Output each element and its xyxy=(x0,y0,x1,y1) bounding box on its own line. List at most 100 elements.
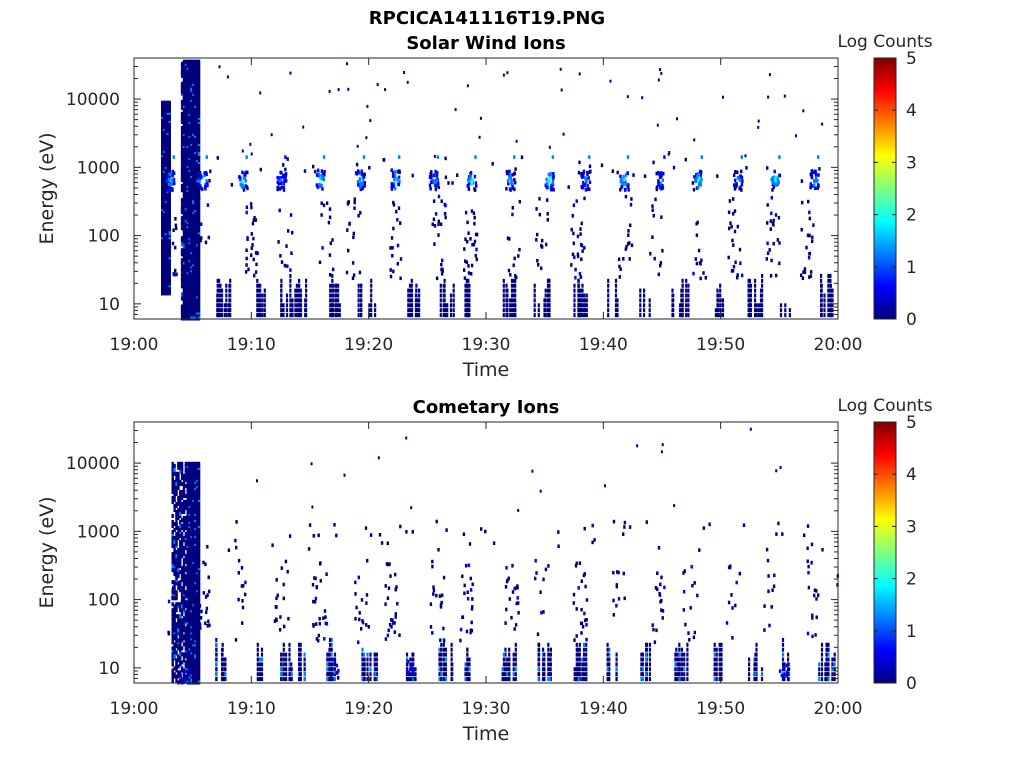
heatmap-cell xyxy=(510,313,514,318)
heatmap-cell xyxy=(418,293,421,298)
heatmap-cell xyxy=(807,199,810,204)
heatmap-cell xyxy=(322,616,325,620)
heatmap-cell xyxy=(173,544,176,549)
heatmap-cell xyxy=(363,172,366,177)
heatmap-cell xyxy=(515,275,518,280)
heatmap-cell xyxy=(395,585,398,589)
heatmap-cell xyxy=(328,89,331,93)
heatmap-cell xyxy=(362,667,365,672)
heatmap-cell xyxy=(192,117,195,122)
heatmap-cell xyxy=(547,662,550,667)
heatmap-cell xyxy=(454,108,457,112)
heatmap-cell xyxy=(582,647,586,652)
heatmap-cell xyxy=(807,255,811,260)
heatmap-cell xyxy=(508,647,511,652)
heatmap-cell xyxy=(348,221,351,226)
heatmap-cell xyxy=(510,308,514,313)
heatmap-cell xyxy=(685,293,688,298)
heatmap-cell xyxy=(615,657,618,662)
heatmap-cell xyxy=(175,626,178,631)
heatmap-cell xyxy=(474,181,478,185)
heatmap-cell xyxy=(184,188,188,193)
heatmap-cell xyxy=(512,662,515,667)
heatmap-cell xyxy=(643,313,646,318)
heatmap-cell xyxy=(729,564,732,569)
heatmap-cell xyxy=(510,298,514,303)
heatmap-cell xyxy=(374,308,377,313)
heatmap-cell xyxy=(276,593,279,598)
heatmap-cell xyxy=(299,298,302,303)
heatmap-cell xyxy=(622,182,625,186)
heatmap-cell xyxy=(468,657,471,662)
heatmap-cell xyxy=(823,303,826,308)
heatmap-cell xyxy=(574,564,578,568)
heatmap-cell xyxy=(227,313,230,318)
heatmap-cell xyxy=(687,288,690,293)
heatmap-cell xyxy=(716,313,719,318)
heatmap-cell xyxy=(440,271,444,276)
heatmap-cell xyxy=(326,652,329,657)
heatmap-cell xyxy=(661,171,664,176)
heatmap-cell xyxy=(619,174,622,179)
heatmap-cell xyxy=(263,308,266,313)
heatmap-cell xyxy=(357,213,360,218)
heatmap-cell xyxy=(719,298,722,303)
heatmap-cell xyxy=(434,212,438,216)
heatmap-cell xyxy=(761,298,764,303)
heatmap-cell xyxy=(314,576,317,581)
heatmap-cell xyxy=(368,313,371,318)
heatmap-cell xyxy=(736,273,739,277)
figure-suptitle: RPCICA141116T19.PNG xyxy=(369,8,605,29)
heatmap-cell xyxy=(162,112,166,117)
heatmap-cell xyxy=(432,588,436,593)
heatmap-cell xyxy=(354,617,357,621)
heatmap-cell xyxy=(319,177,322,181)
heatmap-cell xyxy=(238,175,241,179)
heatmap-cell xyxy=(474,155,477,159)
heatmap-cell xyxy=(172,177,176,182)
heatmap-cell xyxy=(549,647,552,652)
heatmap-cell xyxy=(820,672,824,677)
heatmap-cell xyxy=(815,589,818,593)
heatmap-cell xyxy=(514,278,517,283)
heatmap-cell xyxy=(585,303,588,308)
heatmap-cell xyxy=(171,616,174,621)
heatmap-cell xyxy=(245,263,248,267)
heatmap-cell xyxy=(755,308,758,313)
heatmap-cell xyxy=(222,662,225,667)
heatmap-cell xyxy=(612,519,616,524)
heatmap-cell xyxy=(289,303,292,308)
heatmap-cell xyxy=(175,614,178,619)
heatmap-cell xyxy=(199,186,203,190)
heatmap-cell xyxy=(377,456,380,460)
heatmap-cell xyxy=(432,217,436,222)
heatmap-cell xyxy=(412,677,415,682)
heatmap-cell xyxy=(771,188,774,192)
heatmap-cell xyxy=(184,296,188,301)
heatmap-cell xyxy=(241,149,244,153)
heatmap-cell xyxy=(206,203,210,207)
heatmap-cell xyxy=(667,152,670,156)
heatmap-cell xyxy=(687,303,690,308)
heatmap-cell xyxy=(648,677,651,682)
heatmap-cell xyxy=(182,188,186,193)
heatmap-cell xyxy=(685,313,688,318)
heatmap-cell xyxy=(749,283,752,288)
heatmap-cell xyxy=(360,283,363,288)
heatmap-cell xyxy=(680,288,683,293)
heatmap-cell xyxy=(337,288,340,293)
heatmap-cell xyxy=(166,183,169,188)
heatmap-cell xyxy=(696,174,699,179)
heatmap-cell xyxy=(641,667,644,672)
heatmap-cell xyxy=(164,183,168,188)
heatmap-cell xyxy=(409,657,412,662)
heatmap-cell xyxy=(537,667,540,672)
heatmap-cell xyxy=(475,184,478,188)
heatmap-cell xyxy=(333,662,337,667)
heatmap-cell xyxy=(431,222,434,227)
heatmap-cell xyxy=(781,642,785,647)
heatmap-cell xyxy=(180,133,184,138)
heatmap-cell xyxy=(582,174,585,179)
heatmap-cell xyxy=(542,667,545,672)
heatmap-cell xyxy=(538,212,541,217)
